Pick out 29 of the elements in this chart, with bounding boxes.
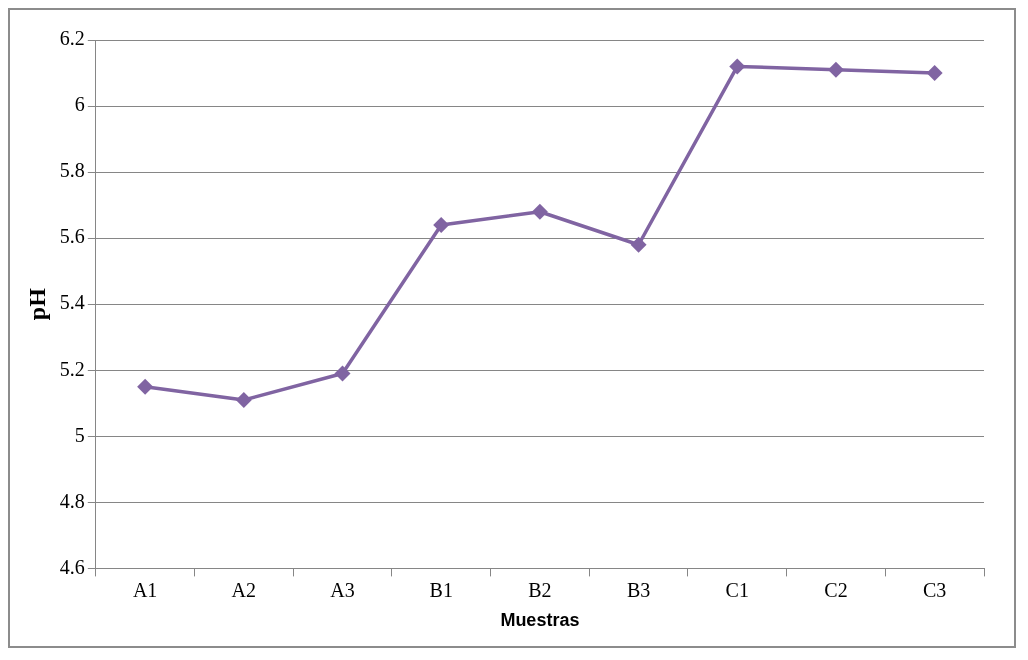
point (827, 61, 844, 78)
x-tick-label: A3 (330, 578, 355, 601)
x-tick-label: B3 (626, 578, 651, 601)
point (137, 378, 154, 395)
x-tick-label: C2 (824, 578, 848, 601)
point (334, 365, 351, 382)
x-tick-label: A1 (132, 578, 158, 601)
x-tick-label: B2 (528, 578, 552, 601)
x-tick-label: B1 (429, 578, 453, 601)
point (235, 391, 252, 408)
point (433, 216, 450, 233)
y-tick-label: 4.8 (59, 489, 85, 512)
y-tick-label: 4.6 (59, 555, 85, 578)
x-axis-title: Muestras (500, 610, 580, 631)
y-tick-label: 5.2 (59, 357, 85, 380)
y-axis-title: pH (23, 287, 50, 321)
y-tick-label: 6 (74, 93, 85, 116)
point (630, 236, 647, 253)
x-tick-label: C1 (725, 578, 749, 601)
point (729, 58, 746, 75)
y-tick-label: 6.2 (59, 27, 85, 50)
point (531, 203, 548, 220)
point (926, 65, 943, 82)
x-tick-label: C3 (922, 578, 947, 601)
y-tick-label: 5.8 (59, 159, 85, 182)
y-tick-label: 5.6 (59, 225, 85, 248)
x-tick-label: A2 (231, 578, 257, 601)
y-tick-label: 5 (74, 423, 85, 446)
y-tick-label: 5.4 (59, 291, 85, 314)
